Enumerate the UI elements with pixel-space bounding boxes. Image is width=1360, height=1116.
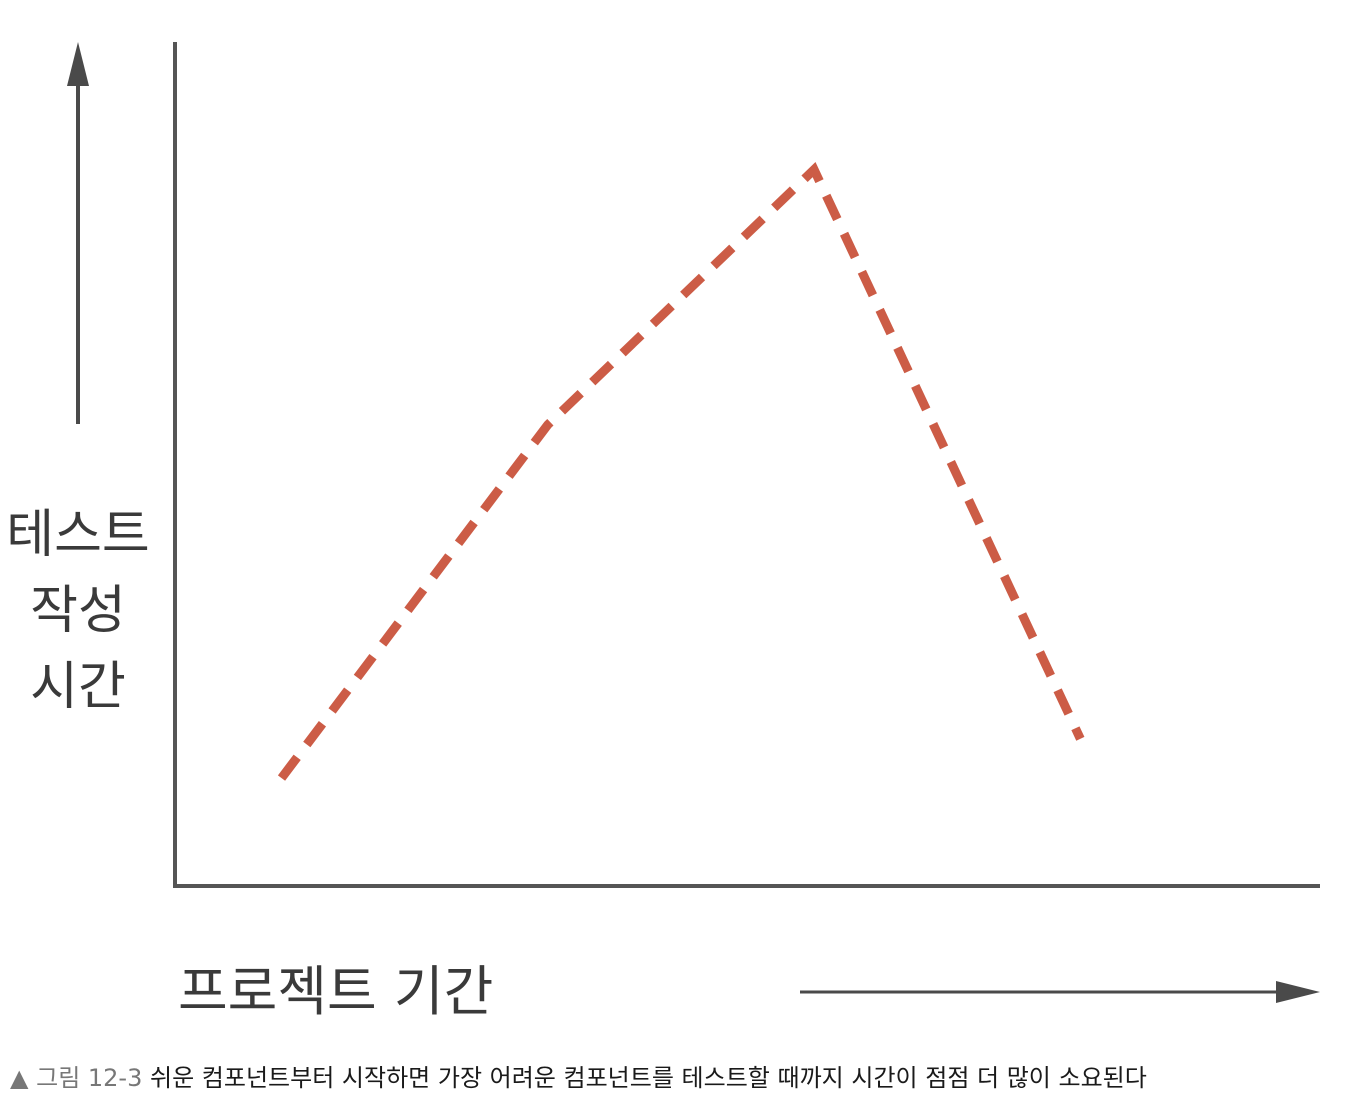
x-direction-arrow <box>800 981 1320 1003</box>
x-axis-label: 프로젝트 기간 <box>178 960 493 1023</box>
data-point-1-4 <box>1076 735 1084 743</box>
y-direction-arrow <box>67 42 89 424</box>
y-axis-label-line-3: 시간 <box>30 657 126 717</box>
y-axis-label-line-2: 작성 <box>30 581 126 641</box>
caption-label: 그림 12-3 <box>36 1064 143 1092</box>
caption-text: 쉬운 컴포넌트부터 시작하면 가장 어려운 컴포넌트를 테스트할 때까지 시간이… <box>150 1064 1147 1092</box>
series-line-1 <box>277 161 1085 781</box>
y-axis-label-line-1: 테스트 <box>6 505 150 565</box>
figure-caption: ▲ 그림 12-3 쉬운 컴포넌트부터 시작하면 가장 어려운 컴포넌트를 테스… <box>10 1060 1147 1096</box>
data-point-1-3 <box>810 166 818 174</box>
data-point-1-2 <box>544 421 552 429</box>
data-point-1-1 <box>278 774 286 782</box>
chart: 테스트 작성 시간 프로젝트 기간 <box>6 42 1320 1023</box>
caption-triangle-icon: ▲ <box>10 1064 29 1092</box>
series-layer <box>277 161 1085 782</box>
